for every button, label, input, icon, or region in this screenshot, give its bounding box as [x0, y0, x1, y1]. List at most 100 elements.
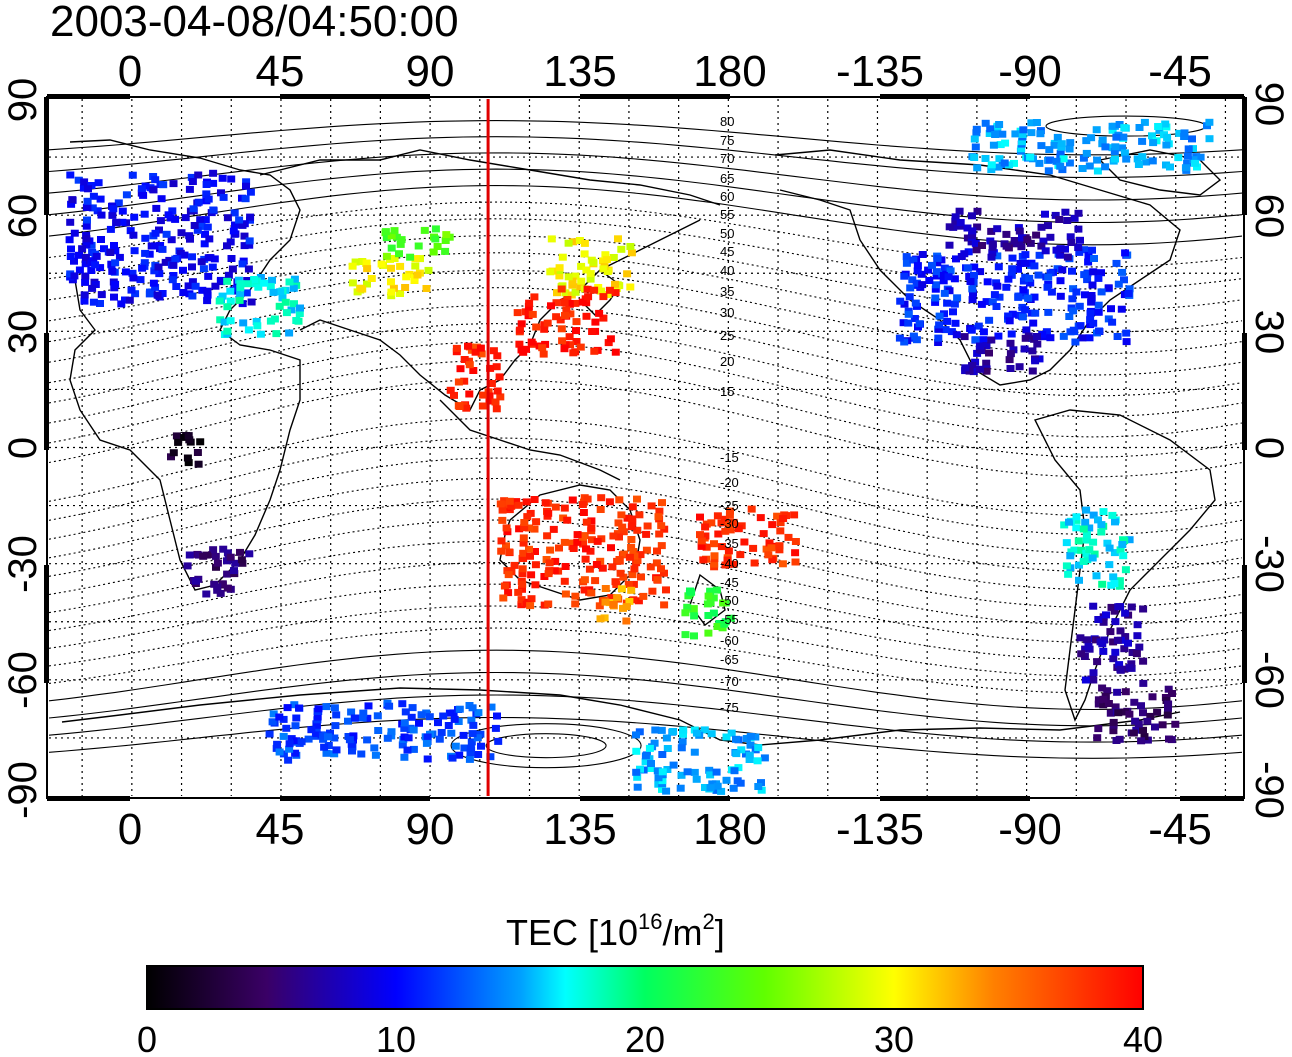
- tec-cell: [1130, 698, 1139, 706]
- tec-cell: [776, 527, 785, 535]
- tec-cell: [297, 738, 306, 746]
- tec-cell: [1053, 133, 1062, 141]
- tec-cell: [239, 319, 248, 327]
- tec-cell: [67, 200, 76, 208]
- tec-cell: [505, 548, 514, 556]
- tec-cell: [510, 561, 519, 569]
- tec-cell: [633, 526, 642, 534]
- tec-cell: [1065, 518, 1073, 526]
- tec-cell: [1004, 275, 1013, 283]
- tec-cell: [1018, 138, 1026, 146]
- tec-cell: [1121, 688, 1130, 696]
- tec-cell: [1139, 709, 1147, 717]
- tec-cell: [1151, 723, 1159, 731]
- tec-cell: [560, 504, 569, 512]
- tec-cell: [1066, 552, 1075, 560]
- tec-cell: [193, 449, 202, 456]
- tec-cell: [571, 592, 580, 600]
- tec-cell: [291, 749, 300, 757]
- tec-cell: [701, 784, 709, 791]
- tec-cell: [663, 766, 672, 773]
- tec-cell: [169, 449, 178, 457]
- tec-cell: [663, 745, 672, 752]
- tec-cell: [617, 511, 626, 519]
- tec-cell: [988, 298, 997, 306]
- tec-cell: [1026, 153, 1035, 161]
- tec-cell: [523, 513, 532, 521]
- tec-cell: [576, 283, 585, 291]
- tec-cell: [97, 211, 106, 219]
- tec-cell: [687, 588, 696, 596]
- frame-bars: [44, 94, 1247, 801]
- tec-cell: [193, 226, 202, 234]
- tec-cell: [941, 326, 950, 334]
- tec-cell: [677, 744, 686, 752]
- tec-cell: [669, 728, 678, 735]
- tec-cell: [1121, 249, 1130, 257]
- tec-cell: [609, 254, 618, 261]
- tec-cell: [1094, 516, 1102, 524]
- tec-cell: [396, 262, 405, 270]
- tec-cell: [976, 342, 984, 350]
- tec-cell: [719, 599, 728, 607]
- tec-cell: [1014, 293, 1023, 301]
- tec-cell: [183, 562, 192, 570]
- tec-cell: [141, 234, 150, 242]
- tec-cell: [683, 768, 692, 776]
- right-lat-label: 60: [1247, 194, 1291, 239]
- tec-cell: [568, 496, 577, 504]
- top-lon-label: -135: [836, 47, 924, 96]
- tec-cell: [112, 218, 121, 226]
- tec-cell: [295, 704, 303, 712]
- tec-cell: [724, 547, 733, 555]
- tec-cell: [943, 317, 952, 325]
- tec-cell: [196, 438, 205, 446]
- tec-cell: [70, 272, 79, 280]
- tec-cell: [1020, 345, 1029, 353]
- tec-cell: [1043, 283, 1052, 291]
- tec-cell: [437, 729, 446, 736]
- tec-cell: [387, 232, 396, 240]
- tec-cell: [184, 459, 193, 467]
- tec-cell: [1125, 536, 1134, 544]
- right-lat-label: 30: [1247, 310, 1291, 355]
- tec-cell: [1021, 306, 1030, 314]
- tec-cell: [1015, 227, 1024, 235]
- tec-cell: [256, 330, 265, 338]
- tec-cell: [628, 571, 637, 579]
- magnetic-contour: [49, 378, 1242, 478]
- tec-cell: [628, 503, 637, 511]
- tec-cell: [657, 565, 665, 573]
- tec-cell: [415, 719, 423, 727]
- tec-cell: [988, 240, 997, 248]
- tec-cell: [66, 253, 75, 260]
- tec-cell: [1082, 531, 1091, 539]
- tec-cell: [974, 322, 983, 330]
- tec-cell: [994, 163, 1003, 171]
- tec-cell: [975, 365, 984, 373]
- tec-cell: [290, 275, 299, 283]
- tec-cell: [478, 402, 487, 410]
- tec-cell: [775, 542, 784, 550]
- tec-cell: [1116, 546, 1125, 554]
- tec-cell: [950, 300, 959, 308]
- tec-cell: [584, 293, 593, 301]
- tec-cell: [1056, 251, 1065, 259]
- tec-cell: [273, 740, 282, 748]
- tec-cell: [65, 236, 74, 244]
- tec-cell: [213, 583, 222, 591]
- tec-cell: [223, 570, 232, 578]
- tec-cell: [459, 731, 468, 739]
- tec-cell: [1002, 230, 1011, 238]
- tec-cell: [209, 546, 218, 554]
- magnetic-lat-label: 55: [720, 207, 734, 222]
- tec-cell: [204, 195, 213, 203]
- tec-cell: [593, 537, 602, 545]
- tec-cell: [87, 267, 96, 274]
- tec-cell: [292, 317, 301, 324]
- right-lat-label: -90: [1247, 761, 1291, 819]
- tec-cell: [1106, 709, 1115, 717]
- tec-cell: [460, 377, 469, 385]
- magnetic-lat-label: 25: [720, 328, 734, 343]
- tec-cell: [1074, 209, 1083, 217]
